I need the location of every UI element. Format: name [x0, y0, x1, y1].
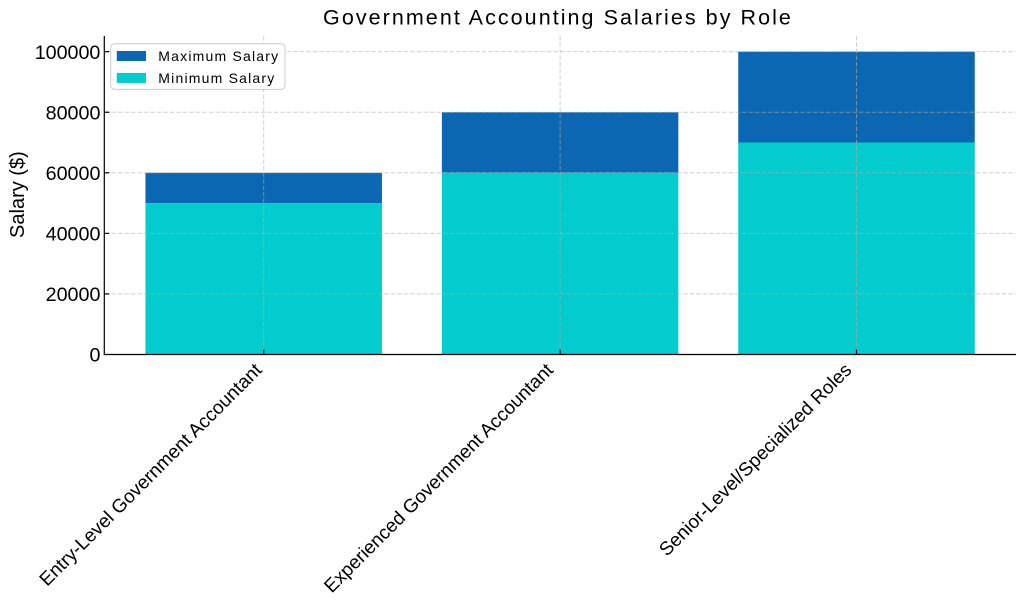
svg-text:100000: 100000	[35, 42, 101, 64]
svg-text:Salary ($): Salary ($)	[7, 151, 29, 238]
svg-text:40000: 40000	[46, 224, 101, 246]
svg-text:20000: 20000	[46, 284, 101, 306]
svg-text:0: 0	[89, 345, 100, 367]
svg-text:60000: 60000	[46, 163, 101, 185]
svg-text:Maximum Salary: Maximum Salary	[158, 48, 279, 64]
svg-text:80000: 80000	[46, 102, 101, 124]
svg-text:Minimum Salary: Minimum Salary	[158, 70, 275, 86]
svg-text:Government Accounting Salaries: Government Accounting Salaries by Role	[323, 6, 793, 30]
